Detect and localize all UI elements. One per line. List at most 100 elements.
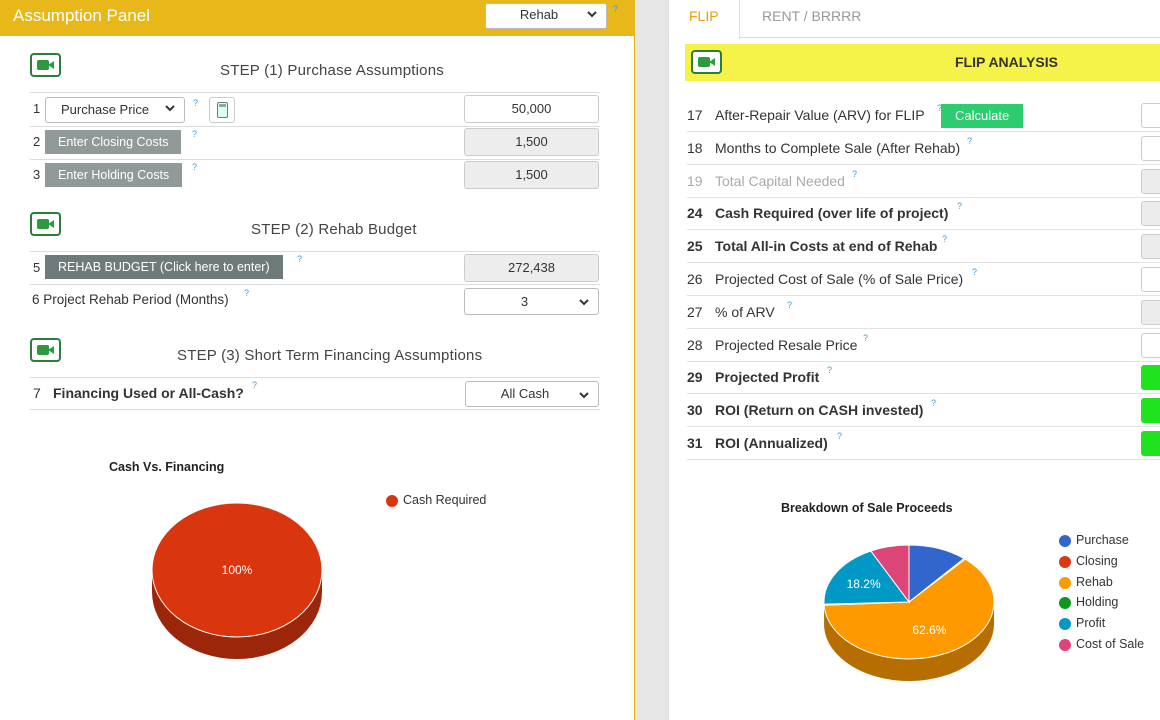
- help-icon[interactable]: ?: [837, 431, 843, 441]
- row-num: 27: [687, 303, 703, 320]
- row-value-field[interactable]: [1141, 332, 1160, 358]
- legend-item-profit: Profit: [1059, 616, 1159, 632]
- help-icon[interactable]: ?: [193, 98, 199, 108]
- legend-swatch: [1059, 597, 1071, 610]
- analysis-row-27: 27 % of ARV?: [687, 296, 1160, 329]
- closing-costs-value: 1,500: [464, 128, 599, 156]
- help-icon[interactable]: ?: [192, 129, 198, 139]
- help-icon[interactable]: ?: [931, 398, 937, 409]
- purchase-price-input[interactable]: 50,000: [464, 95, 599, 123]
- legend-label: Cost of Sale: [1076, 637, 1145, 651]
- help-icon[interactable]: ?: [967, 135, 973, 146]
- legend-item-cash-required: Cash Required: [386, 493, 506, 509]
- legend-swatch: [386, 495, 398, 507]
- row-value-field[interactable]: [1141, 299, 1160, 325]
- purchase-price-select[interactable]: Purchase Price: [45, 97, 185, 123]
- row-value-field[interactable]: [1141, 168, 1160, 194]
- row-num: 30: [687, 402, 703, 419]
- row-label: ROI (Annualized): [715, 435, 828, 451]
- legend-swatch: [1059, 576, 1071, 589]
- row-value-field[interactable]: [1141, 431, 1160, 456]
- row-label: ROI (Return on CASH invested): [715, 402, 924, 419]
- help-icon[interactable]: ?: [957, 201, 963, 212]
- financing-select[interactable]: All Cash: [465, 381, 599, 407]
- row-num: 2: [33, 134, 41, 149]
- legend-item-holding: Holding: [1059, 595, 1159, 611]
- pie-slice-cash-required[interactable]: [151, 502, 323, 638]
- pie-slice-side: [152, 570, 322, 659]
- row-num: 17: [687, 107, 703, 123]
- mode-select[interactable]: Rehab: [485, 3, 607, 29]
- video-icon[interactable]: [30, 212, 61, 236]
- assumption-panel-header: Assumption Panel Rehab ?: [0, 0, 635, 36]
- row-value-field[interactable]: [1141, 201, 1160, 227]
- video-icon[interactable]: [30, 53, 61, 77]
- analysis-row-29: 29 Projected Profit?: [687, 361, 1160, 395]
- holding-costs-value: 1,500: [464, 161, 599, 189]
- help-icon[interactable]: ?: [244, 288, 250, 298]
- row-num: 5: [33, 260, 41, 275]
- row-label: After-Repair Value (ARV) for FLIP: [715, 107, 925, 123]
- row-label: % of ARV: [715, 303, 775, 320]
- flip-analysis-header: FLIP ANALYSIS: [685, 44, 1160, 81]
- row-num: 3: [33, 167, 41, 182]
- row-value-field[interactable]: [1141, 398, 1160, 424]
- pie-slice-side: [824, 602, 994, 681]
- legend-item-cost-of-sale: Cost of Sale: [1059, 637, 1159, 653]
- help-icon[interactable]: ?: [852, 168, 858, 179]
- help-icon[interactable]: ?: [863, 332, 869, 343]
- pie-slice-label: 62.6%: [912, 623, 946, 637]
- row-value-field[interactable]: [1141, 267, 1160, 292]
- row-value-field[interactable]: [1141, 234, 1160, 260]
- help-icon[interactable]: ?: [937, 103, 943, 113]
- row-label: Total All-in Costs at end of Rehab: [715, 238, 938, 255]
- rehab-period-select[interactable]: 3: [464, 288, 599, 315]
- rehab-period-value: 3: [520, 294, 529, 309]
- help-icon[interactable]: ?: [297, 254, 303, 264]
- analysis-row-25: 25 Total All-in Costs at end of Rehab?: [687, 230, 1160, 264]
- step3-title: STEP (3) Short Term Financing Assumption…: [177, 347, 483, 364]
- enter-closing-costs-button[interactable]: Enter Closing Costs: [45, 130, 182, 154]
- help-icon[interactable]: ?: [787, 299, 793, 310]
- chevron-down-icon: [587, 11, 597, 18]
- enter-holding-costs-button[interactable]: Enter Holding Costs: [45, 163, 183, 187]
- calculate-button[interactable]: Calculate: [941, 104, 1024, 128]
- pie-slice-rehab[interactable]: [823, 558, 995, 660]
- step2-title: STEP (2) Rehab Budget: [251, 221, 417, 238]
- legend-swatch: [1059, 618, 1071, 631]
- row-num: 28: [687, 336, 703, 353]
- flip-analysis-title: FLIP ANALYSIS: [955, 54, 1058, 70]
- analysis-row-17: 17 After-Repair Value (ARV) for FLIP? Calc…: [687, 99, 1160, 132]
- help-icon[interactable]: ?: [613, 4, 619, 14]
- rehab-budget-button[interactable]: REHAB BUDGET (Click here to enter): [45, 255, 283, 279]
- row-label: Total Capital Needed: [715, 172, 845, 189]
- pie-slice-label: 100%: [222, 563, 253, 577]
- video-icon[interactable]: [30, 338, 61, 362]
- analysis-row-26: 26 Projected Cost of Sale (% of Sale Pric…: [687, 263, 1160, 296]
- row-value-field[interactable]: [1141, 135, 1160, 161]
- row-num: 7: [33, 385, 41, 401]
- help-icon[interactable]: ?: [827, 365, 833, 376]
- pie-slice-profit[interactable]: [823, 550, 910, 605]
- analysis-panel: FLIP RENT / BRRRR FLIP ANALYSIS 17 After-…: [668, 0, 1160, 720]
- video-icon[interactable]: [691, 50, 722, 74]
- tab-flip[interactable]: FLIP: [669, 0, 740, 39]
- help-icon[interactable]: ?: [252, 380, 258, 390]
- row-num: 26: [687, 271, 703, 287]
- row-num: 24: [687, 205, 703, 222]
- row-value-field[interactable]: [1141, 365, 1160, 391]
- analysis-row-31: 31 ROI (Annualized)?: [687, 427, 1160, 460]
- step1-title: STEP (1) Purchase Assumptions: [220, 62, 444, 79]
- help-icon[interactable]: ?: [942, 234, 948, 245]
- tab-rent-brrrr[interactable]: RENT / BRRRR: [762, 8, 862, 24]
- row-label: Projected Profit: [715, 369, 820, 386]
- help-icon[interactable]: ?: [192, 162, 198, 172]
- legend-label: Profit: [1076, 616, 1106, 631]
- row-value-field[interactable]: [1141, 103, 1160, 128]
- help-icon[interactable]: ?: [972, 267, 978, 277]
- calculator-icon[interactable]: [209, 97, 235, 123]
- row-num: 19: [687, 172, 703, 189]
- legend-swatch: [1059, 639, 1071, 651]
- pie-slice-cost-of-sale[interactable]: [870, 544, 910, 604]
- analysis-row-19: 19 Total Capital Needed?: [687, 165, 1160, 198]
